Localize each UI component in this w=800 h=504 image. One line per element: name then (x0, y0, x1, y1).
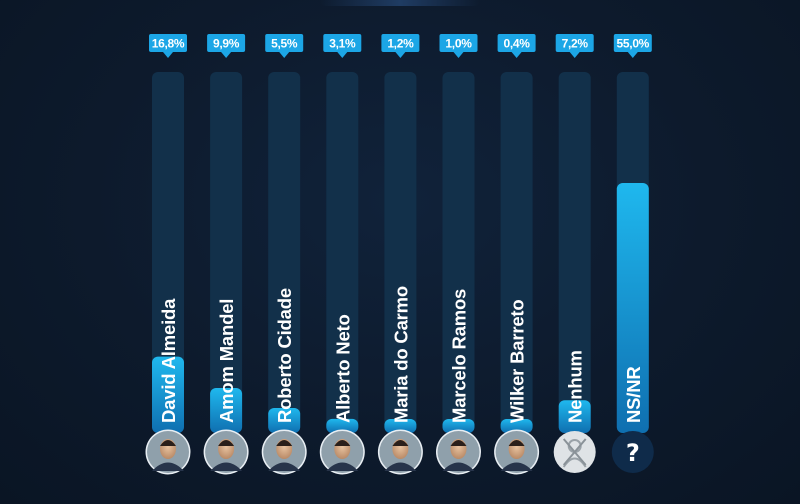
value-callout-nenhum: 7,2% (555, 34, 594, 58)
name-label-nenhum: Nenhum (565, 350, 586, 423)
value-label-bg (207, 34, 246, 52)
name-label-david-almeida: David Almeida (158, 298, 179, 423)
value-label-roberto-cidade: 5,5% (271, 37, 298, 51)
value-label-pointer (221, 52, 232, 58)
bar-ns-nr (616, 183, 649, 433)
name-label-marcelo-ramos: Marcelo Ramos (449, 289, 470, 423)
value-label-bg (613, 34, 652, 52)
avatar-hair (160, 440, 176, 446)
avatar-marcelo-ramos (436, 429, 481, 475)
value-label-pointer (453, 52, 464, 58)
avatar-ns-nr: ? (611, 431, 654, 473)
avatar-shoulders (326, 462, 359, 471)
avatar-alberto-neto (319, 429, 365, 475)
avatar-shoulders (384, 462, 417, 471)
avatar-wilker-barreto (494, 429, 540, 475)
value-label-pointer (569, 52, 580, 58)
value-label-bg (555, 34, 594, 52)
value-label-wilker-barreto: 0,4% (504, 37, 531, 51)
bar-track-alberto-neto (326, 72, 359, 433)
value-callout-ns-nr: 55,0% (613, 34, 652, 58)
name-label-ns-nr: NS/NR (623, 366, 644, 423)
bar-track-amom-mandel (210, 72, 243, 433)
bar-track-david-almeida (152, 72, 184, 433)
avatar-shoulders (152, 462, 184, 471)
value-callout-alberto-neto: 3,1% (323, 34, 362, 58)
bar-marcelo-ramos (442, 419, 475, 433)
avatar-hair (508, 440, 525, 446)
value-label-nenhum: 7,2% (562, 37, 589, 51)
avatar-maria-do-carmo (377, 429, 423, 475)
value-label-maria-do-carmo: 1,2% (387, 37, 414, 51)
name-label-wilker-barreto: Wilker Barreto (507, 300, 528, 424)
value-label-pointer (279, 52, 290, 58)
value-label-david-almeida: 16,8% (152, 37, 185, 51)
value-label-pointer (337, 52, 348, 58)
value-label-pointer (163, 52, 173, 58)
bar-track-roberto-cidade (268, 72, 301, 433)
value-label-bg (323, 34, 362, 52)
avatar-david-almeida (145, 429, 191, 475)
value-label-pointer (627, 52, 638, 58)
avatar-hair (450, 440, 467, 446)
bar-amom-mandel (210, 388, 243, 433)
avatar-hair (218, 440, 235, 446)
avatar-amom-mandel (203, 429, 249, 475)
value-label-bg (149, 34, 187, 52)
avatar-hair (276, 440, 293, 446)
value-label-bg (439, 34, 478, 52)
avatar-shoulders (268, 462, 301, 471)
bar-roberto-cidade (268, 408, 301, 433)
avatar-hair (334, 440, 351, 446)
value-callout-amom-mandel: 9,9% (207, 34, 246, 58)
name-label-roberto-cidade: Roberto Cidade (274, 288, 295, 423)
bar-track-maria-do-carmo (384, 72, 417, 433)
header-fade (320, 0, 480, 6)
avatar-nenhum (553, 431, 596, 473)
bar-track-wilker-barreto (500, 72, 533, 433)
bar-nenhum (558, 400, 591, 433)
bar-track-nenhum (558, 72, 591, 433)
value-label-bg (497, 34, 536, 52)
name-label-amom-mandel: Amom Mandel (216, 299, 237, 423)
question-mark-icon: ? (626, 439, 640, 467)
bar-maria-do-carmo (384, 419, 417, 433)
value-callout-marcelo-ramos: 1,0% (439, 34, 478, 58)
value-callout-david-almeida: 16,8% (149, 34, 187, 58)
value-callout-wilker-barreto: 0,4% (497, 34, 536, 58)
name-label-alberto-neto: Alberto Neto (332, 314, 353, 423)
value-label-bg (265, 34, 304, 52)
bar-david-almeida (152, 356, 184, 433)
value-label-ns-nr: 55,0% (617, 37, 650, 51)
value-callout-roberto-cidade: 5,5% (265, 34, 304, 58)
value-callout-maria-do-carmo: 1,2% (381, 34, 420, 58)
cross-icon (562, 438, 587, 466)
empty-shoulders-icon (562, 457, 587, 468)
value-label-amom-mandel: 9,9% (213, 37, 240, 51)
avatar-hair (392, 440, 409, 446)
bar-wilker-barreto (500, 419, 533, 433)
avatar-circle (611, 431, 654, 473)
value-label-pointer (395, 52, 406, 58)
value-label-alberto-neto: 3,1% (329, 37, 356, 51)
value-label-bg (381, 34, 420, 52)
name-label-maria-do-carmo: Maria do Carmo (390, 286, 411, 423)
value-label-pointer (511, 52, 522, 58)
value-label-marcelo-ramos: 1,0% (445, 37, 472, 51)
avatar-shoulders (500, 462, 533, 471)
bar-alberto-neto (326, 418, 359, 433)
avatar-shoulders (210, 462, 243, 471)
avatar-roberto-cidade (261, 429, 307, 475)
avatar-shoulders (442, 462, 475, 471)
bar-track-marcelo-ramos (442, 72, 475, 433)
